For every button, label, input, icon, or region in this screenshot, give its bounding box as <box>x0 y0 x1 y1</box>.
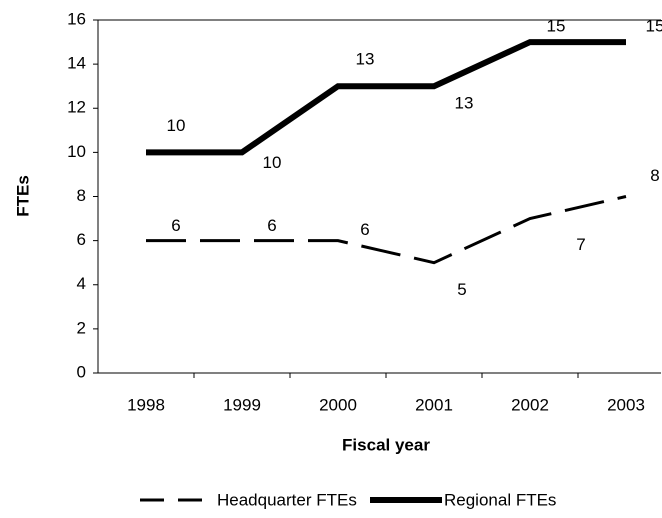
x-tick-label: 2000 <box>319 395 357 414</box>
data-label: 10 <box>167 116 186 135</box>
data-label: 13 <box>356 50 375 69</box>
data-label: 7 <box>576 235 585 254</box>
x-tick-label: 2003 <box>607 395 645 414</box>
y-axis-label: FTEs <box>13 175 32 217</box>
x-tick-label: 1998 <box>127 395 165 414</box>
data-label: 8 <box>650 166 659 185</box>
y-tick-label: 2 <box>77 318 86 337</box>
data-label: 5 <box>457 280 466 299</box>
data-label: 13 <box>455 94 474 113</box>
data-label: 15 <box>547 17 566 36</box>
y-tick-label: 0 <box>77 362 86 381</box>
x-tick-label: 2002 <box>511 395 549 414</box>
x-axis-label: Fiscal year <box>342 435 430 454</box>
y-tick-label: 12 <box>67 98 86 117</box>
y-tick-label: 8 <box>77 186 86 205</box>
data-label: 15 <box>646 17 662 36</box>
data-label: 6 <box>267 216 276 235</box>
y-tick-label: 14 <box>67 54 86 73</box>
y-tick-label: 16 <box>67 9 86 28</box>
data-label: 6 <box>360 220 369 239</box>
legend-label: Regional FTEs <box>444 490 556 509</box>
y-tick-label: 6 <box>77 230 86 249</box>
y-tick-label: 10 <box>67 142 86 161</box>
x-tick-label: 2001 <box>415 395 453 414</box>
legend-label: Headquarter FTEs <box>217 490 357 509</box>
data-label: 10 <box>263 153 282 172</box>
series-line <box>146 39 626 156</box>
y-tick-label: 4 <box>77 274 86 293</box>
x-tick-label: 1999 <box>223 395 261 414</box>
series-line <box>146 195 627 265</box>
data-label: 6 <box>171 216 180 235</box>
